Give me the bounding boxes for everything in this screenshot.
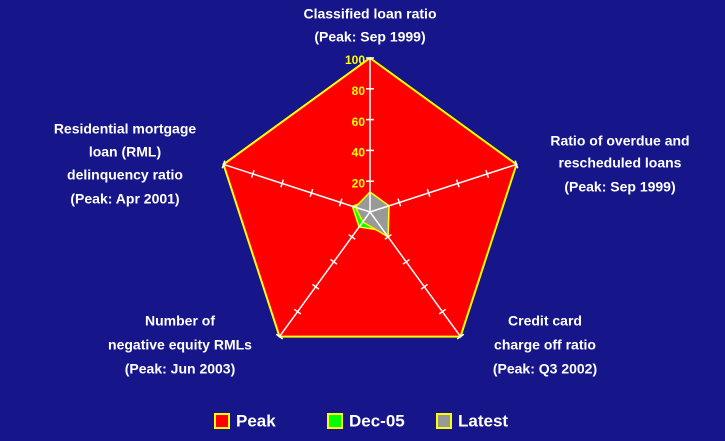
tick-mark (275, 333, 284, 340)
legend-swatch (214, 413, 230, 429)
category-label: loan (RML) (89, 144, 161, 160)
category-label: Classified loan ratio (303, 6, 436, 22)
legend-swatch (436, 413, 452, 429)
tick-mark (348, 233, 356, 240)
tick-mark (312, 283, 320, 290)
legend-label: Peak (236, 411, 276, 430)
tick-label: 80 (352, 84, 366, 98)
tick-mark (384, 233, 392, 240)
tick-mark (338, 198, 343, 207)
tick-label: 100 (345, 53, 365, 67)
category-label: Residential mortgage (54, 121, 197, 137)
category-label: Ratio of overdue and (550, 133, 689, 149)
tick-mark (402, 258, 410, 265)
tick-mark (309, 188, 314, 198)
category-label: (Peak: Jun 2003) (125, 361, 236, 377)
category-label: (Peak: Q3 2002) (493, 361, 597, 377)
axis-line (223, 163, 371, 213)
axis-line (278, 211, 371, 338)
category-label: rescheduled loans (559, 155, 682, 171)
tick-label: 40 (352, 146, 366, 160)
tick-mark (485, 169, 490, 178)
axis-line (369, 163, 517, 213)
category-label: (Peak: Sep 1999) (314, 29, 425, 45)
category-label: negative equity RMLs (108, 337, 252, 353)
tick-mark (397, 198, 402, 207)
legend-swatch (327, 413, 343, 429)
tick-mark (514, 160, 519, 169)
tick-mark (420, 283, 428, 290)
category-label: charge off ratio (494, 337, 596, 353)
tick-label: 60 (352, 115, 366, 129)
tick-mark (426, 188, 431, 198)
tick-mark (221, 160, 226, 169)
tick-mark (438, 308, 447, 315)
tick-mark (250, 169, 255, 178)
tick-mark (456, 333, 465, 340)
tick-mark (455, 179, 460, 188)
tick-mark (280, 179, 285, 188)
legend-label: Dec-05 (349, 411, 405, 430)
tick-mark (330, 258, 338, 265)
tick-label: 20 (352, 176, 366, 190)
legend-label: Latest (458, 411, 508, 430)
tick-mark (293, 308, 302, 315)
axis-line (369, 211, 462, 338)
category-label: (Peak: Sep 1999) (564, 179, 675, 195)
category-label: Credit card (508, 313, 582, 329)
category-label: Number of (145, 313, 215, 329)
category-label: (Peak: Apr 2001) (70, 191, 179, 207)
category-label: delinquency ratio (67, 167, 183, 183)
